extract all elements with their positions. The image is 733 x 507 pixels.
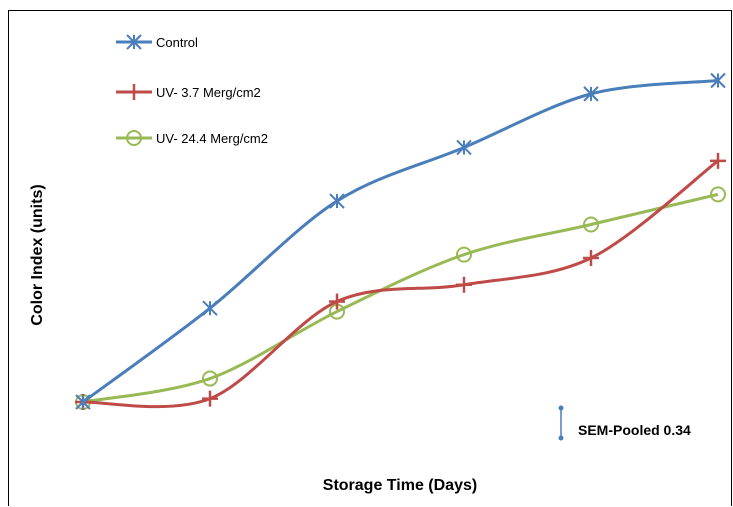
legend-item-uv-24-4-merg-cm2: UV- 24.4 Merg/cm2	[116, 130, 268, 146]
legend-label: UV- 24.4 Merg/cm2	[156, 131, 268, 146]
data-point-uv-3-7-merg-cm2-3	[456, 276, 472, 293]
y-axis-label: Color Index (units)	[29, 184, 46, 325]
sem-bar-cap-bottom	[558, 435, 564, 441]
legend-marker	[126, 130, 142, 146]
data-point-control-5	[710, 72, 726, 89]
legend-marker	[126, 84, 142, 100]
data-point-control-4	[583, 86, 599, 102]
legend: Control UV- 3.7 Merg/cm2 UV- 24.4 Merg/cm2	[116, 34, 268, 146]
sem-label: SEM-Pooled 0.34	[578, 422, 691, 438]
series-layer	[75, 72, 726, 410]
data-point-uv-24-4-merg-cm2-4	[583, 216, 599, 233]
legend-item-control: Control	[116, 34, 198, 50]
legend-label: Control	[156, 35, 198, 50]
x-axis-label: Storage Time (Days)	[323, 477, 477, 494]
series-control	[75, 72, 726, 410]
data-point-control-3	[456, 139, 472, 156]
series-line-control	[82, 78, 719, 404]
sem-bar-cap-top	[558, 405, 564, 411]
series-line-uv-3-7-merg-cm2	[82, 159, 719, 409]
data-point-uv-3-7-merg-cm2-4	[583, 249, 599, 266]
sem-error-bar	[558, 405, 564, 441]
legend-marker	[126, 34, 142, 50]
series-line-uv-24-4-merg-cm2	[82, 192, 719, 404]
data-point-control-2	[329, 193, 345, 209]
data-point-uv-3-7-merg-cm2-5	[710, 152, 726, 169]
data-point-uv-24-4-merg-cm2-5	[710, 186, 726, 203]
data-point-control-1	[202, 300, 218, 316]
legend-label: UV- 3.7 Merg/cm2	[156, 85, 261, 100]
data-point-uv-24-4-merg-cm2-1	[202, 370, 218, 387]
data-point-control-0	[75, 394, 91, 410]
chart-frame	[8, 10, 732, 506]
data-point-uv-3-7-merg-cm2-2	[329, 293, 345, 310]
legend-item-uv-3-7-merg-cm2: UV- 3.7 Merg/cm2	[116, 84, 261, 100]
series-uv-24-4-merg-cm2	[75, 186, 726, 410]
data-point-uv-3-7-merg-cm2-1	[202, 390, 218, 407]
data-point-uv-24-4-merg-cm2-3	[456, 246, 472, 263]
